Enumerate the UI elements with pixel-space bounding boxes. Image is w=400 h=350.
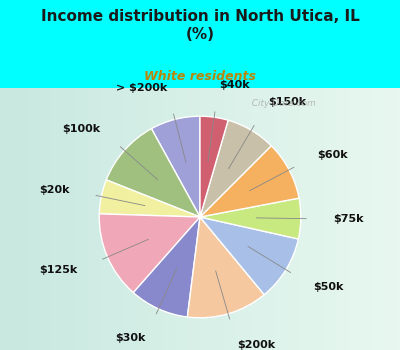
- Text: $40k: $40k: [219, 80, 249, 90]
- Wedge shape: [200, 198, 301, 239]
- Text: > $200k: > $200k: [116, 83, 167, 93]
- Text: $30k: $30k: [115, 333, 145, 343]
- Wedge shape: [200, 146, 299, 217]
- Text: $100k: $100k: [62, 124, 100, 134]
- Text: White residents: White residents: [144, 70, 256, 83]
- Text: $60k: $60k: [318, 150, 348, 160]
- Wedge shape: [200, 116, 228, 217]
- Text: $200k: $200k: [237, 340, 275, 350]
- Wedge shape: [187, 217, 264, 318]
- Text: $20k: $20k: [39, 185, 70, 195]
- Wedge shape: [200, 217, 298, 295]
- Wedge shape: [106, 129, 200, 217]
- Wedge shape: [133, 217, 200, 317]
- Wedge shape: [152, 116, 200, 217]
- Text: $150k: $150k: [268, 97, 306, 107]
- Wedge shape: [99, 214, 200, 293]
- Text: $50k: $50k: [314, 281, 344, 292]
- Text: $125k: $125k: [40, 265, 78, 275]
- Wedge shape: [200, 120, 271, 217]
- Text: Income distribution in North Utica, IL
(%): Income distribution in North Utica, IL (…: [41, 9, 359, 42]
- Wedge shape: [99, 180, 200, 217]
- Text: City-Data.com: City-Data.com: [246, 99, 316, 107]
- Text: $75k: $75k: [333, 214, 364, 224]
